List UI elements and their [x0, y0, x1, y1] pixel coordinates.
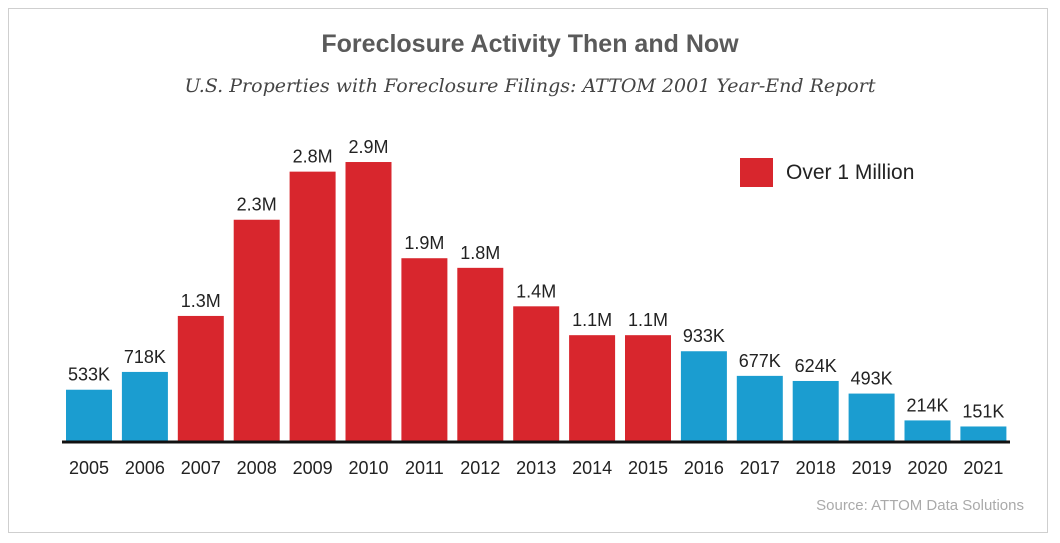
data-label-2010: 2.9M	[348, 137, 388, 157]
data-label-2014: 1.1M	[572, 310, 612, 330]
chart-subtitle: U.S. Properties with Foreclosure Filings…	[184, 75, 876, 97]
x-tick-label-2009: 2009	[293, 458, 333, 478]
x-tick-label-2008: 2008	[237, 458, 277, 478]
bar-2012	[457, 267, 504, 441]
data-label-2019: 493K	[851, 369, 893, 389]
bar-2006	[121, 371, 168, 441]
bar-2021	[960, 426, 1007, 441]
bar-2014	[569, 335, 616, 441]
data-label-2015: 1.1M	[628, 310, 668, 330]
x-tick-label-2006: 2006	[125, 458, 165, 478]
data-label-2017: 677K	[739, 351, 781, 371]
chart-frame	[8, 8, 1048, 533]
bar-2019	[848, 393, 895, 441]
x-tick-label-2017: 2017	[740, 458, 780, 478]
bar-2017	[736, 375, 783, 441]
legend: Over 1 Million	[740, 158, 914, 187]
bar-2013	[513, 306, 560, 441]
data-label-2005: 533K	[68, 365, 110, 385]
legend-swatch	[740, 158, 773, 187]
data-label-2006: 718K	[124, 347, 166, 367]
data-label-2021: 151K	[962, 401, 1004, 421]
x-tick-label-2010: 2010	[348, 458, 388, 478]
x-tick-label-2020: 2020	[907, 458, 947, 478]
data-label-2020: 214K	[906, 395, 948, 415]
data-label-2009: 2.8M	[293, 147, 333, 167]
x-tick-label-2013: 2013	[516, 458, 556, 478]
bar-2008	[233, 219, 280, 441]
bar-2018	[792, 380, 839, 441]
x-tick-label-2016: 2016	[684, 458, 724, 478]
bar-2015	[625, 335, 671, 441]
bar-2011	[401, 258, 448, 441]
data-label-2013: 1.4M	[516, 281, 556, 301]
x-tick-label-2007: 2007	[181, 458, 221, 478]
x-tick-label-2014: 2014	[572, 458, 612, 478]
data-label-2007: 1.3M	[181, 291, 221, 311]
data-label-2018: 624K	[795, 356, 837, 376]
bar-2016	[680, 351, 727, 441]
x-tick-label-2015: 2015	[628, 458, 668, 478]
x-tick-label-2011: 2011	[405, 458, 444, 478]
bar-2009	[289, 171, 336, 441]
data-label-2011: 1.9M	[404, 233, 444, 253]
x-tick-label-2012: 2012	[460, 458, 500, 478]
data-label-2008: 2.3M	[237, 195, 277, 215]
bar-2007	[177, 315, 224, 441]
bar-2020	[904, 420, 951, 441]
chart-title: Foreclosure Activity Then and Now	[321, 30, 739, 58]
data-label-2016: 933K	[683, 326, 725, 346]
bar-2005	[66, 389, 112, 441]
bar-2010	[345, 162, 392, 441]
data-label-2012: 1.8M	[460, 243, 500, 263]
x-tick-label-2019: 2019	[852, 458, 892, 478]
x-tick-label-2018: 2018	[796, 458, 836, 478]
legend-label: Over 1 Million	[786, 160, 915, 184]
source-note: Source: ATTOM Data Solutions	[816, 497, 1024, 514]
x-tick-label-2005: 2005	[69, 458, 109, 478]
x-tick-label-2021: 2021	[963, 458, 1003, 478]
